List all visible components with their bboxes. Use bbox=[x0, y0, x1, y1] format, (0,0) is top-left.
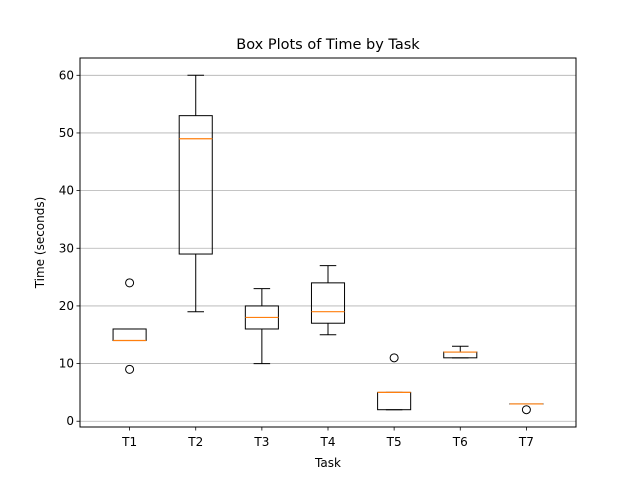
outlier-point bbox=[125, 278, 135, 288]
box-T2 bbox=[178, 74, 213, 313]
x-tick-label: T6 bbox=[452, 435, 468, 449]
grid-lines bbox=[80, 74, 576, 422]
y-axis: 0 10 20 30 40 50 60 bbox=[59, 68, 80, 428]
boxes-group bbox=[112, 74, 544, 415]
x-tick-label: T4 bbox=[320, 435, 336, 449]
box-T3 bbox=[244, 288, 279, 365]
box-T6 bbox=[443, 345, 478, 359]
outlier-point bbox=[521, 405, 531, 415]
x-tick-label: T2 bbox=[187, 435, 203, 449]
outlier-point bbox=[125, 364, 135, 374]
y-tick-label: 10 bbox=[59, 357, 74, 371]
box-T7 bbox=[509, 403, 544, 415]
y-tick-label: 20 bbox=[59, 299, 74, 313]
y-tick-label: 60 bbox=[59, 68, 74, 82]
x-tick-label: T7 bbox=[518, 435, 534, 449]
x-tick-label: T3 bbox=[253, 435, 269, 449]
x-axis-label: Task bbox=[314, 456, 341, 470]
y-tick-label: 50 bbox=[59, 126, 74, 140]
x-tick-label: T1 bbox=[121, 435, 137, 449]
x-axis: T1 T2 T3 T4 T5 T6 T7 bbox=[121, 427, 534, 449]
y-tick-label: 30 bbox=[59, 241, 74, 255]
box-T4 bbox=[310, 265, 346, 336]
box-T1 bbox=[112, 278, 147, 374]
y-tick-label: 0 bbox=[66, 414, 74, 428]
chart-title: Box Plots of Time by Task bbox=[236, 37, 420, 53]
y-axis-label: Time (seconds) bbox=[33, 197, 47, 290]
box-T5 bbox=[377, 353, 412, 411]
x-tick-label: T5 bbox=[386, 435, 402, 449]
y-tick-label: 40 bbox=[59, 184, 74, 198]
outlier-point bbox=[389, 353, 399, 363]
iqr-box bbox=[310, 282, 346, 324]
iqr-box bbox=[178, 115, 213, 255]
